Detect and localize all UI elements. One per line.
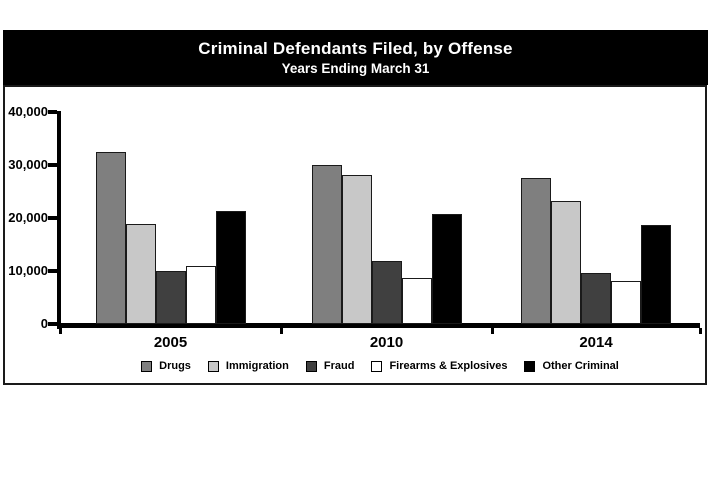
legend-label: Fraud xyxy=(323,360,355,372)
bar-2014-drugs xyxy=(521,178,551,324)
bar-2005-immigration xyxy=(125,224,156,324)
chart-legend: Drugs Immigration Fraud Firearms & Explosiv… xyxy=(60,356,700,376)
legend-item-firearms-explosives: Firearms & Explosives xyxy=(371,360,507,372)
x-category-label: 2010 xyxy=(369,334,404,351)
bar-2010-firearms-explosives xyxy=(401,277,432,324)
y-tick-label: 20,000 xyxy=(8,210,48,225)
y-tick-label: 40,000 xyxy=(8,104,48,119)
bar-2005-drugs xyxy=(95,151,126,324)
legend-swatch xyxy=(524,360,536,372)
legend-item-other-criminal: Other Criminal xyxy=(524,360,619,372)
legend-swatch xyxy=(141,360,153,372)
chart-title: Criminal Defendants Filed, by Offense xyxy=(198,39,513,58)
legend-label: Immigration xyxy=(225,360,289,372)
bar-2014-immigration xyxy=(551,201,581,324)
legend-item-drugs: Drugs xyxy=(141,360,191,372)
bar-2005-firearms-explosives xyxy=(185,266,216,324)
x-axis-tick xyxy=(699,328,702,334)
y-axis-tick xyxy=(48,163,57,167)
bar-2014-firearms-explosives xyxy=(611,281,641,324)
bar-2005-fraud xyxy=(155,271,186,324)
bar-2014-other-criminal xyxy=(641,224,671,324)
bar-2010-drugs xyxy=(311,165,342,324)
x-axis-tick xyxy=(59,328,62,334)
bar-2005-other-criminal xyxy=(215,210,246,324)
bar-2010-immigration xyxy=(341,174,372,324)
legend-item-fraud: Fraud xyxy=(305,360,355,372)
y-tick-label: 10,000 xyxy=(8,263,48,278)
y-axis-tick xyxy=(48,269,57,273)
bar-2014-fraud xyxy=(581,272,611,324)
x-axis-line xyxy=(57,323,700,328)
x-category-label: 2005 xyxy=(153,334,188,351)
legend-swatch xyxy=(371,360,383,372)
y-tick-label: 0 xyxy=(40,316,48,331)
bar-2010-other-criminal xyxy=(431,213,462,324)
chart-title-band: Criminal Defendants Filed, by Offense Ye… xyxy=(3,30,708,85)
y-axis-tick xyxy=(48,322,57,326)
chart-subtitle: Years Ending March 31 xyxy=(281,61,430,76)
x-axis-tick xyxy=(280,328,283,334)
y-axis-tick xyxy=(48,110,57,114)
legend-swatch xyxy=(207,360,219,372)
y-axis-line xyxy=(57,111,61,329)
legend-label: Other Criminal xyxy=(542,360,619,372)
bar-2010-fraud xyxy=(371,260,402,324)
legend-swatch xyxy=(305,360,317,372)
legend-item-immigration: Immigration xyxy=(207,360,289,372)
x-category-label: 2014 xyxy=(579,334,613,351)
legend-label: Firearms & Explosives xyxy=(389,360,508,372)
y-tick-label: 30,000 xyxy=(8,157,48,172)
y-axis-tick xyxy=(48,216,57,220)
x-axis-tick xyxy=(491,328,494,334)
legend-label: Drugs xyxy=(159,360,191,372)
